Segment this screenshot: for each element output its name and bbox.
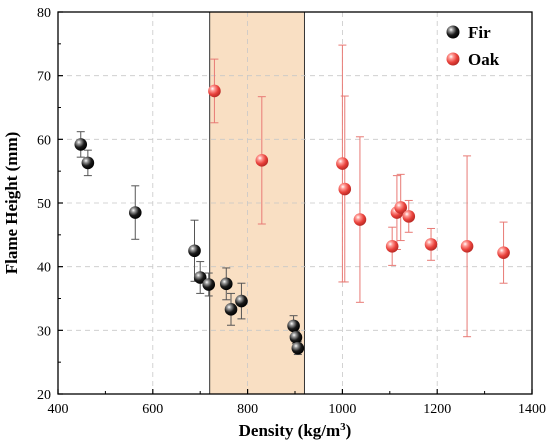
y-tick-label: 40 bbox=[37, 261, 51, 276]
legend: Fir Oak bbox=[446, 23, 500, 69]
x-axis-title: Density (kg/m3) bbox=[239, 421, 352, 440]
x-tick-label: 1200 bbox=[423, 402, 451, 417]
data-point-oak bbox=[353, 213, 367, 226]
data-point-oak bbox=[424, 238, 438, 251]
data-point-oak bbox=[497, 246, 510, 259]
data-point-oak bbox=[336, 157, 349, 170]
y-tick-label: 50 bbox=[37, 197, 51, 212]
x-axis-title-superscript: 3 bbox=[340, 421, 346, 433]
data-point-oak bbox=[255, 154, 269, 167]
data-point-oak bbox=[394, 201, 408, 214]
legend-marker-fir bbox=[446, 25, 460, 39]
tick-layer bbox=[57, 11, 533, 395]
y-tick-label: 80 bbox=[37, 6, 51, 21]
data-point-oak bbox=[402, 210, 416, 223]
x-axis-title-end: ) bbox=[346, 421, 352, 440]
data-point-fir bbox=[74, 138, 88, 151]
data-point-fir bbox=[224, 303, 238, 316]
legend-label-fir: Fir bbox=[468, 23, 491, 42]
data-point-fir bbox=[287, 319, 300, 333]
x-axis-title-main: Density (kg/m bbox=[239, 421, 341, 440]
x-tick-label: 400 bbox=[48, 402, 69, 417]
data-point-fir bbox=[193, 271, 207, 284]
y-tick-label: 20 bbox=[37, 388, 51, 403]
data-point-oak bbox=[385, 239, 399, 253]
x-tick-label: 800 bbox=[237, 402, 258, 417]
legend-marker-oak bbox=[446, 52, 460, 66]
legend-label-oak: Oak bbox=[468, 50, 500, 69]
data-point-oak bbox=[460, 239, 474, 253]
data-point-fir bbox=[81, 156, 95, 170]
x-tick-label: 1400 bbox=[518, 402, 546, 417]
data-point-fir bbox=[235, 294, 248, 308]
x-tick-label: 1000 bbox=[328, 402, 356, 417]
y-tick-label: 70 bbox=[37, 70, 51, 85]
data-point-fir bbox=[291, 341, 305, 355]
data-point-fir bbox=[128, 206, 142, 219]
data-point-oak bbox=[338, 182, 352, 196]
tick-label-layer: 400 600 800 1000 1200 1400 20 30 40 50 60 70 80 bbox=[37, 6, 546, 417]
y-tick-label: 60 bbox=[37, 133, 51, 148]
data-point-fir bbox=[188, 244, 201, 258]
y-axis-title: Flame Height (mm) bbox=[2, 132, 21, 275]
y-tick-label: 30 bbox=[37, 324, 51, 339]
legend-item-oak: Oak bbox=[446, 50, 500, 69]
data-point-fir bbox=[219, 277, 233, 291]
data-point-oak bbox=[208, 84, 221, 98]
data-point-fir bbox=[202, 278, 216, 291]
x-tick-label: 600 bbox=[142, 402, 163, 417]
legend-item-fir: Fir bbox=[446, 23, 491, 42]
data-point-fir bbox=[289, 331, 303, 344]
data-point-layer bbox=[74, 84, 510, 355]
